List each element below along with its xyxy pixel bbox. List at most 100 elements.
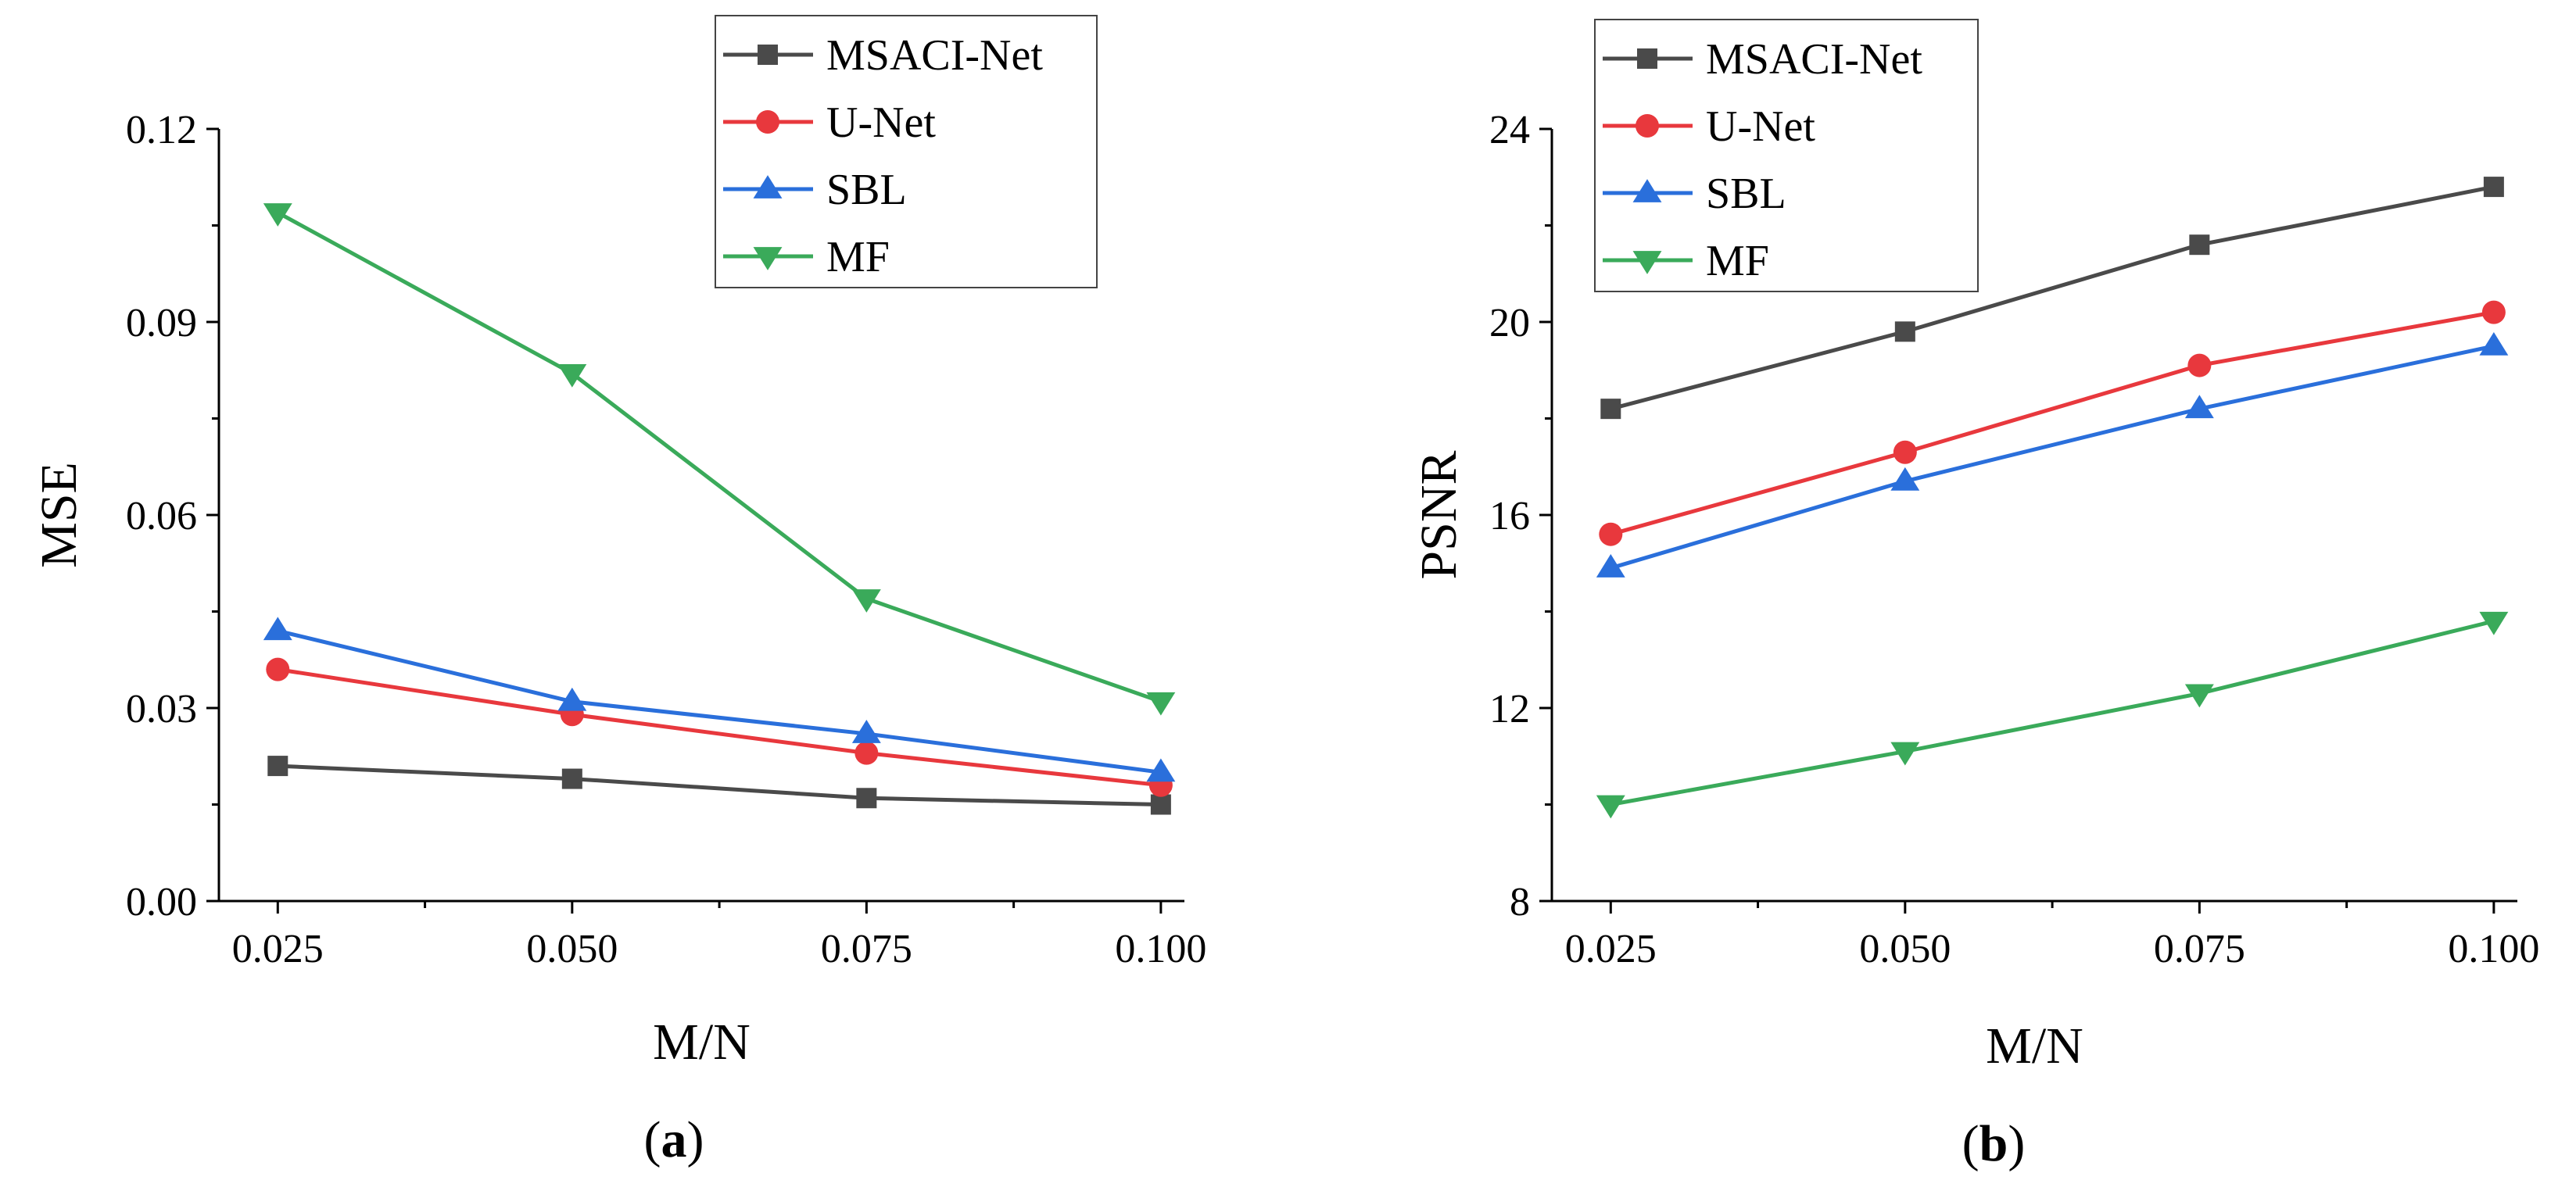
series-mf — [1596, 611, 2509, 819]
x-tick-label: 0.025 — [1565, 927, 1657, 971]
data-point — [851, 589, 881, 613]
data-point — [1596, 554, 1625, 578]
legend: MSACI-Net U-Net SBL MF — [715, 15, 1098, 288]
legend: MSACI-Net U-Net SBL MF — [1594, 19, 1979, 292]
data-point — [2479, 332, 2509, 356]
data-point — [263, 203, 292, 227]
legend-label: MSACI-Net — [826, 31, 1043, 80]
data-point — [2481, 300, 2506, 324]
y-tick-label: 0.03 — [126, 687, 197, 731]
x-tick-label: 0.075 — [821, 927, 912, 971]
legend-label: MF — [1706, 237, 1769, 285]
series-msaci-net — [267, 756, 1171, 815]
x-tick-label: 0.050 — [526, 927, 618, 971]
x-tick-label: 0.100 — [2448, 927, 2539, 971]
data-point — [1600, 399, 1621, 420]
legend-marker — [758, 45, 778, 65]
legend-marker — [1632, 251, 1662, 274]
data-point — [267, 756, 288, 777]
data-point — [2483, 177, 2504, 198]
legend-entry: U-Net — [723, 98, 936, 147]
x-tick-label: 0.075 — [2154, 927, 2245, 971]
y-tick-label: 12 — [1489, 687, 1530, 731]
y-tick-label: 0.09 — [126, 301, 197, 345]
legend-entry: MSACI-Net — [1603, 35, 1922, 84]
legend-marker — [753, 175, 783, 198]
legend-marker — [1632, 179, 1662, 202]
data-point — [1150, 794, 1171, 815]
legend-entry: SBL — [723, 166, 907, 214]
x-tick-label: 0.100 — [1115, 927, 1206, 971]
series-mf — [263, 203, 1176, 716]
panel-caption: (b) — [1962, 1115, 2026, 1172]
legend-label: MF — [826, 233, 890, 281]
data-point — [2479, 611, 2509, 635]
caption-letter: a — [661, 1111, 687, 1168]
series-msaci-net — [1600, 177, 2504, 420]
legend-box — [1594, 19, 1979, 292]
legend-label: SBL — [826, 166, 907, 214]
y-tick-label: 0.06 — [126, 494, 197, 538]
data-point — [266, 657, 290, 681]
legend-entry: MSACI-Net — [723, 31, 1043, 80]
series-line — [277, 628, 1162, 774]
legend-label: SBL — [1706, 170, 1786, 218]
series-line — [1610, 619, 2495, 806]
legend-label: MSACI-Net — [1706, 35, 1922, 84]
legend-marker — [756, 110, 779, 134]
data-point — [1890, 467, 1920, 491]
y-tick-label: 16 — [1489, 494, 1530, 538]
data-point — [1146, 692, 1176, 716]
x-axis-title: M/N — [653, 1014, 751, 1071]
legend-label: U-Net — [1706, 102, 1815, 151]
data-point — [561, 768, 582, 789]
data-point — [854, 741, 879, 765]
data-point — [1146, 758, 1176, 782]
x-axis-title: M/N — [1986, 1017, 2083, 1075]
panel-caption: (a) — [644, 1111, 704, 1168]
y-axis-title: PSNR — [1410, 450, 1467, 579]
y-tick-label: 20 — [1489, 301, 1530, 345]
legend-box — [715, 15, 1098, 288]
data-point — [856, 788, 877, 809]
series-u-net — [266, 657, 1173, 797]
data-point — [557, 687, 587, 711]
data-point — [2187, 353, 2212, 377]
data-point — [2184, 395, 2214, 419]
chart-panel-a: 0.00 0.03 0.06 0.09 0.12 0.025 0.050 0.075 0.100… — [30, 15, 1206, 1168]
series-line — [277, 667, 1162, 788]
legend-marker — [1637, 48, 1657, 69]
series-sbl — [263, 617, 1176, 782]
data-point — [1893, 440, 1917, 464]
y-tick-label: 0.00 — [126, 880, 197, 924]
data-point — [2189, 234, 2210, 256]
series-line — [1610, 344, 2495, 570]
y-axis-title: MSE — [30, 462, 88, 568]
data-point — [2184, 684, 2214, 708]
y-tick-label: 8 — [1510, 880, 1530, 924]
data-point — [263, 617, 292, 641]
x-tick-label: 0.050 — [1859, 927, 1951, 971]
data-point — [1599, 522, 1623, 546]
legend-marker — [753, 247, 783, 270]
legend-entry: SBL — [1603, 170, 1786, 218]
legend-label: U-Net — [826, 98, 936, 147]
x-tick-label: 0.025 — [232, 927, 324, 971]
y-tick-label: 0.12 — [126, 108, 197, 152]
series-line — [278, 764, 1161, 806]
series-line — [277, 210, 1162, 704]
legend-entry: MF — [1603, 237, 1769, 285]
data-point — [557, 363, 587, 388]
series-u-net — [1599, 300, 2506, 546]
data-point — [1890, 742, 1920, 766]
legend-marker — [1636, 114, 1659, 138]
legend-entry: U-Net — [1603, 102, 1815, 151]
series-line — [1610, 184, 2495, 411]
y-tick-label: 24 — [1489, 108, 1530, 152]
data-point — [851, 720, 881, 743]
legend-entry: MF — [723, 233, 890, 281]
data-point — [1894, 321, 1915, 342]
data-point — [1596, 795, 1625, 819]
series-sbl — [1596, 332, 2509, 578]
